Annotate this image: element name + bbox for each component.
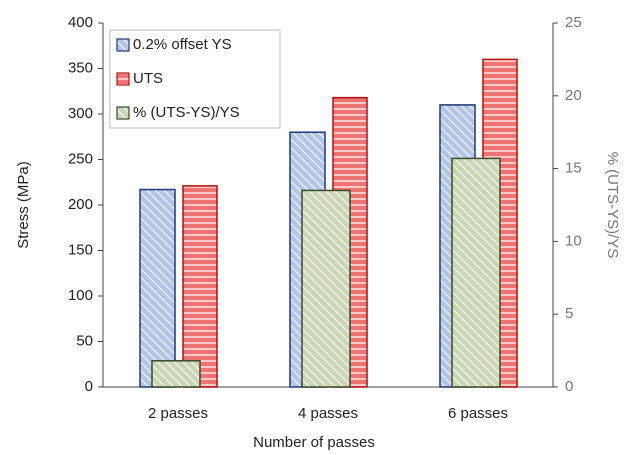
- bar: [139, 188, 176, 388]
- legend-label: 0.2% offset YS: [133, 36, 232, 53]
- bar: [451, 157, 501, 388]
- y-tick-label: 300: [68, 105, 93, 122]
- legend-swatch: [116, 38, 130, 52]
- y-axis-label: Stress (MPa): [15, 161, 32, 249]
- y-tick-label: 50: [76, 332, 93, 349]
- y-tick-label: 350: [68, 59, 93, 76]
- bar: [182, 185, 218, 388]
- legend-swatch: [116, 106, 130, 120]
- y2-tick-label: 25: [565, 14, 582, 31]
- legend-label: UTS: [133, 70, 163, 87]
- y2-tick-label: 0: [565, 378, 573, 395]
- y2-axis-label: % (UTS-YS)/YS: [604, 152, 621, 259]
- y2-tick-label: 10: [565, 232, 582, 249]
- x-tick-label: 2 passes: [148, 405, 208, 422]
- bar: [301, 189, 351, 388]
- legend-label: % (UTS-YS)/YS: [133, 104, 240, 121]
- y-tick-label: 250: [68, 150, 93, 167]
- x-tick-label: 6 passes: [448, 405, 508, 422]
- x-tick-label: 4 passes: [298, 405, 358, 422]
- y-tick-label: 100: [68, 287, 93, 304]
- y2-tick-label: 15: [565, 160, 582, 177]
- legend-box: [109, 29, 281, 129]
- y-tick-label: 200: [68, 196, 93, 213]
- y2-tick-label: 20: [565, 87, 582, 104]
- y-tick-label: 0: [85, 378, 93, 395]
- y-tick-label: 400: [68, 14, 93, 31]
- legend-swatch: [116, 72, 130, 86]
- y-tick-label: 150: [68, 241, 93, 258]
- y2-tick-label: 5: [565, 305, 573, 322]
- bar: [151, 360, 201, 388]
- x-axis-label: Number of passes: [253, 434, 375, 451]
